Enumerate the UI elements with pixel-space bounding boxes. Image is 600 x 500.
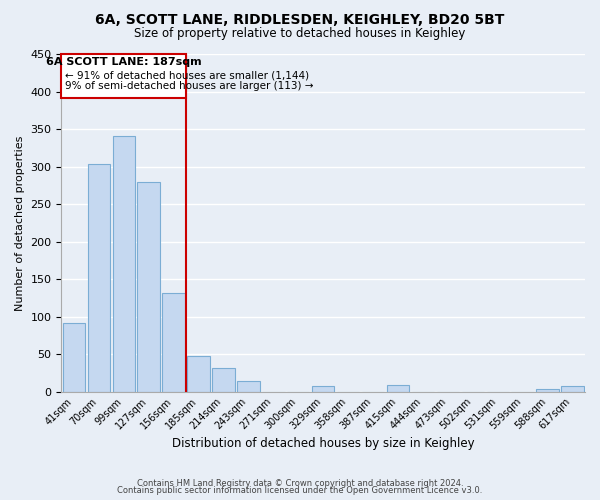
Text: Contains HM Land Registry data © Crown copyright and database right 2024.: Contains HM Land Registry data © Crown c… [137,478,463,488]
Text: Contains public sector information licensed under the Open Government Licence v3: Contains public sector information licen… [118,486,482,495]
Bar [137,182,160,392]
Bar [88,164,110,392]
Bar [61,54,186,98]
Bar [387,385,409,392]
Text: 6A, SCOTT LANE, RIDDLESDEN, KEIGHLEY, BD20 5BT: 6A, SCOTT LANE, RIDDLESDEN, KEIGHLEY, BD… [95,12,505,26]
Bar [212,368,235,392]
Bar [237,381,260,392]
Text: ← 91% of detached houses are smaller (1,144): ← 91% of detached houses are smaller (1,… [65,70,309,80]
Bar [62,324,85,392]
Bar [113,136,135,392]
Text: 9% of semi-detached houses are larger (113) →: 9% of semi-detached houses are larger (1… [65,82,314,92]
X-axis label: Distribution of detached houses by size in Keighley: Distribution of detached houses by size … [172,437,475,450]
Bar [562,386,584,392]
Text: Size of property relative to detached houses in Keighley: Size of property relative to detached ho… [134,28,466,40]
Bar [536,390,559,392]
Y-axis label: Number of detached properties: Number of detached properties [15,135,25,310]
Bar [312,386,334,392]
Bar [187,356,210,392]
Bar [163,294,185,392]
Text: 6A SCOTT LANE: 187sqm: 6A SCOTT LANE: 187sqm [46,56,202,66]
